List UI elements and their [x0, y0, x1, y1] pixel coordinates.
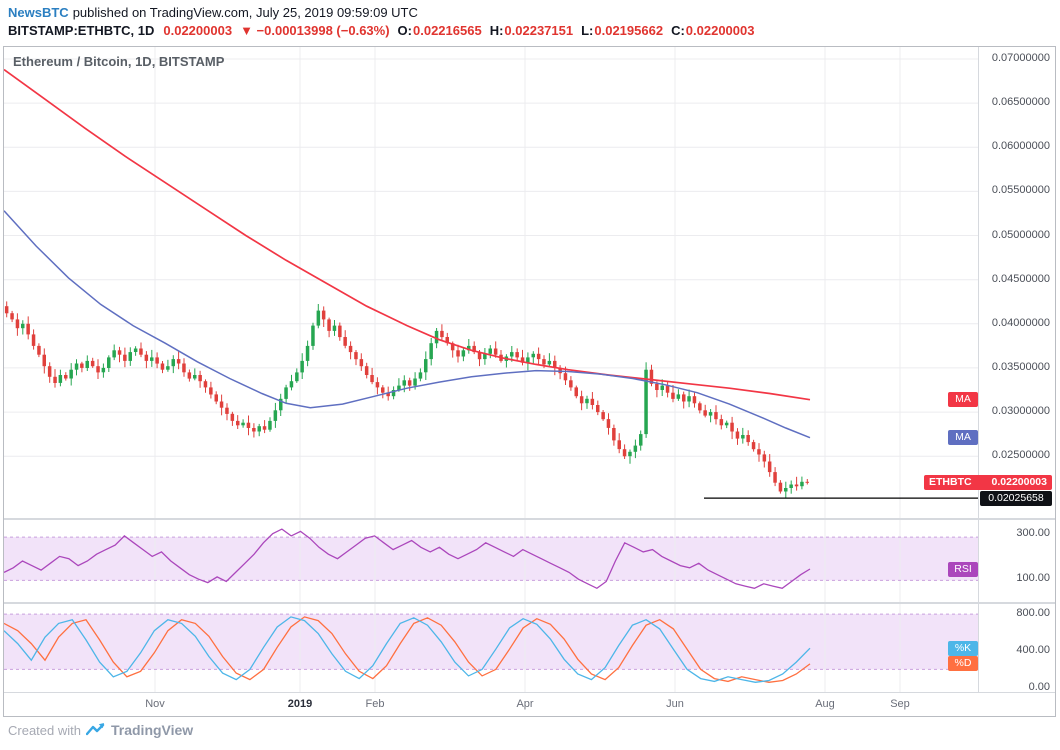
stoch-k-axis-badge: %K — [948, 640, 978, 656]
main-price-pane — [4, 47, 978, 518]
price-scale-label: 0.04000000 — [991, 316, 1050, 329]
chart-frame: Ethereum / Bitcoin, 1D, BITSTAMP MA MA E… — [3, 46, 1056, 717]
ma-blue-axis-badge: MA — [948, 430, 978, 446]
pane-divider — [4, 602, 1055, 604]
symbol-interval-label: BITSTAMP:ETHBTC, 1D — [8, 23, 155, 38]
high-value: 0.02237151 — [504, 23, 574, 38]
rsi-pane — [4, 520, 978, 602]
price-scale-label: 0.07000000 — [991, 52, 1050, 64]
price-change: ▼ −0.00013998 (−0.63%) — [240, 23, 390, 38]
rsi-axis-badge: RSI — [948, 561, 978, 577]
footer: Created with TradingView — [8, 722, 193, 738]
stoch-scale-label: 0.00 — [1028, 680, 1050, 693]
high-label: H: — [489, 23, 504, 38]
pane-divider — [4, 518, 1055, 520]
quote-row: BITSTAMP:ETHBTC, 1D 0.02200003 ▼ −0.000139… — [8, 23, 762, 38]
last-price-axis-badge: ETHBTC 0.02200003 — [924, 475, 1052, 491]
stoch-scale-label: 800.00 — [1016, 607, 1050, 620]
rsi-scale-label: 100.00 — [1016, 572, 1050, 585]
chart-title: Ethereum / Bitcoin, 1D, BITSTAMP — [13, 54, 225, 69]
low-value: 0.02195662 — [594, 23, 664, 38]
price-scale-label: 0.06000000 — [991, 140, 1050, 153]
attribution-row: NewsBTC published on TradingView.com, Jul… — [8, 5, 418, 20]
price-scale-label: 0.05000000 — [991, 228, 1050, 241]
low-label: L: — [581, 23, 594, 38]
stochastic-pane — [4, 604, 978, 692]
newsbtc-brand: NewsBTC — [8, 5, 69, 20]
time-axis-label: Sep — [890, 698, 910, 710]
close-label: C: — [671, 23, 685, 38]
open-label: O: — [397, 23, 412, 38]
stoch-scale-label: 400.00 — [1016, 644, 1050, 656]
time-axis-border — [4, 692, 1055, 693]
price-scale-label: 0.06500000 — [991, 96, 1050, 109]
attribution-text: published on TradingView.com, July 25, 2… — [72, 5, 418, 20]
price-scale-border — [978, 47, 979, 692]
stoch-d-axis-badge: %D — [948, 656, 978, 672]
symbol-badge-label: ETHBTC — [929, 476, 972, 489]
price-scale-label: 0.05500000 — [991, 184, 1050, 197]
price-scale-label: 0.04500000 — [991, 272, 1050, 285]
created-with-label: Created with — [8, 722, 81, 738]
ma-red-axis-badge: MA — [948, 392, 978, 408]
price-scale-label: 0.03500000 — [991, 360, 1050, 373]
time-axis-label: Jun — [666, 698, 684, 710]
price-scale-label: 0.03000000 — [991, 405, 1050, 418]
rsi-scale-label: 300.00 — [1016, 526, 1050, 539]
open-value: 0.02216565 — [413, 23, 482, 38]
time-axis-label: Apr — [516, 698, 534, 710]
time-axis-label: Aug — [815, 698, 835, 710]
price-scale-label: 0.02500000 — [991, 449, 1050, 462]
last-price: 0.02200003 — [163, 23, 233, 38]
tradingview-logo — [85, 723, 105, 736]
close-value: 0.02200003 — [685, 23, 755, 38]
symbol-badge-value: 0.02200003 — [991, 476, 1047, 489]
time-axis-label: Nov — [145, 698, 165, 710]
time-axis-label: Feb — [365, 698, 385, 710]
time-axis-label: 2019 — [287, 698, 313, 710]
tradingview-link[interactable]: TradingView — [110, 722, 194, 738]
price-line-axis-badge: 0.02025658 — [980, 490, 1052, 506]
